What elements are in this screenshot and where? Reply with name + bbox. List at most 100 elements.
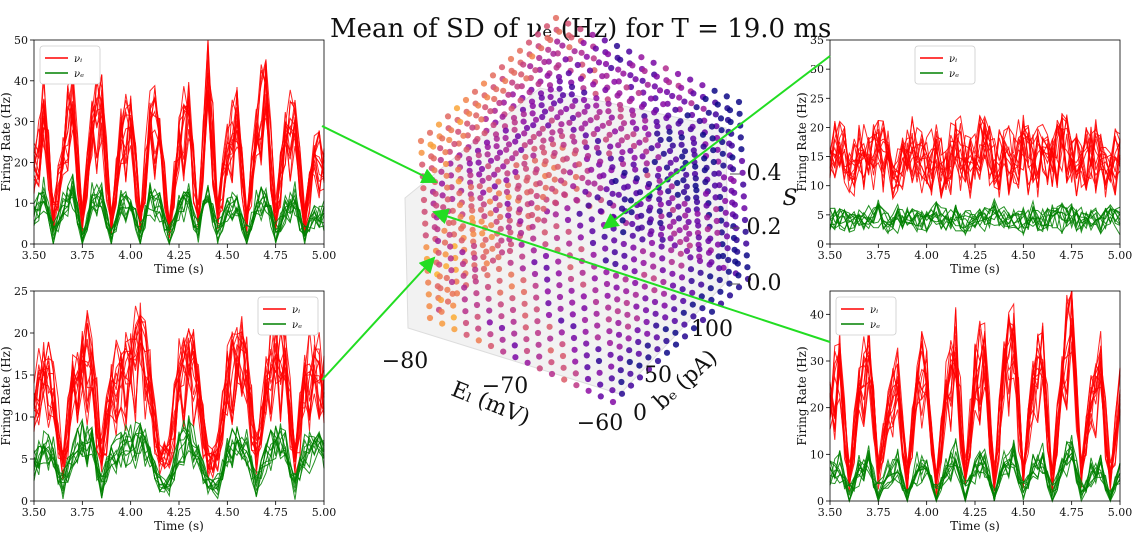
cube-point (677, 238, 684, 246)
cube-point (461, 284, 468, 291)
cube-point (493, 86, 500, 93)
cube-point (624, 311, 631, 318)
series-line-nu-e (33, 174, 325, 245)
cube-point (534, 31, 542, 38)
cube-point (591, 275, 598, 282)
cube-point (601, 233, 608, 240)
cube-point (639, 236, 646, 243)
cube-point (495, 190, 503, 197)
cube-point (642, 295, 649, 302)
cube-point (504, 200, 511, 207)
y-tick-label: 0 (21, 495, 28, 508)
cube-point (481, 213, 488, 220)
cube-point (539, 113, 546, 121)
cube-point (729, 166, 737, 173)
cube-point (547, 36, 554, 44)
cube-point (445, 208, 452, 215)
cube-point (549, 129, 556, 136)
cube-point (567, 275, 575, 283)
legend-box (39, 45, 101, 85)
cube-point (657, 219, 664, 227)
cube-point (431, 167, 438, 174)
cube-point (599, 122, 606, 129)
cube-point (486, 186, 493, 193)
cube-point (439, 192, 446, 199)
x-tick-label: 4.25 (963, 249, 988, 262)
cube-point (578, 246, 585, 253)
cube-point (711, 170, 718, 177)
cube-point (660, 101, 667, 108)
x-axis-label: Time (s) (154, 262, 204, 276)
cube-point (552, 199, 559, 206)
cube-point (653, 73, 660, 80)
cube-y-tick: 0 (633, 401, 647, 426)
cube-point (590, 55, 597, 62)
cube-point (566, 44, 573, 51)
cube-point (716, 265, 723, 272)
cube-point (484, 143, 491, 151)
cube-point (512, 168, 519, 176)
cube-point (743, 252, 750, 259)
cube-point (564, 205, 571, 212)
cube-z-tick: 0.4 (747, 161, 782, 186)
cube-point (618, 125, 625, 132)
cube-point (631, 268, 638, 275)
cube-point (627, 197, 635, 204)
cube-point (596, 108, 603, 116)
cube-point (742, 228, 749, 235)
y-axis-label: Firing Rate (Hz) (795, 92, 809, 191)
cube-point (443, 274, 450, 282)
cube-point (612, 272, 620, 279)
cube-point (705, 249, 713, 256)
cube-point (609, 387, 616, 394)
cube-point (540, 137, 547, 144)
cube-point (483, 248, 490, 255)
cube-point (580, 96, 588, 104)
series-line-nu-e (33, 187, 325, 244)
cube-point (630, 256, 638, 263)
cube-point (591, 180, 598, 187)
cube-point (724, 245, 731, 252)
cube-point (651, 109, 658, 116)
cube-point (535, 341, 542, 348)
cube-point (560, 141, 567, 148)
cube-point (586, 67, 594, 74)
cube-point (659, 267, 666, 274)
cube-point (708, 308, 716, 315)
cube-point (650, 59, 657, 66)
cube-point (492, 206, 500, 214)
cube-point (419, 161, 426, 168)
cube-point (709, 135, 716, 142)
cube-point (569, 311, 576, 318)
cube-point (672, 341, 680, 348)
cube-point (698, 281, 705, 288)
cube-point (442, 149, 449, 156)
cube-point (584, 152, 592, 160)
cube-point (514, 133, 522, 140)
cube-point (630, 131, 637, 138)
cube-point (572, 97, 579, 104)
cube-point (607, 143, 614, 150)
cube-point (520, 288, 528, 296)
cube-point (713, 206, 720, 213)
cube-point (508, 105, 515, 112)
cube-point (498, 313, 505, 320)
cube-point (505, 91, 512, 98)
cube-point (504, 182, 512, 189)
cube-point (614, 92, 621, 99)
cube-point (678, 134, 685, 141)
cube-point (560, 364, 567, 371)
cube-point (615, 319, 622, 327)
cube-point (518, 146, 525, 154)
cube-point (619, 160, 627, 168)
cube-point (641, 283, 648, 290)
cube-point (666, 211, 673, 218)
cube-point (540, 149, 548, 156)
chart-panel-bottom-left: 3.50 3.75 4.00 4.25 4.50 4.75 5.00 0 5 10 15 20 25 Ti… (0, 285, 336, 533)
cube-point (508, 283, 515, 290)
cube-point (600, 172, 607, 179)
cube-point (744, 264, 751, 271)
cube-point (608, 64, 615, 72)
cube-point (559, 42, 566, 49)
cube-point (611, 78, 618, 85)
